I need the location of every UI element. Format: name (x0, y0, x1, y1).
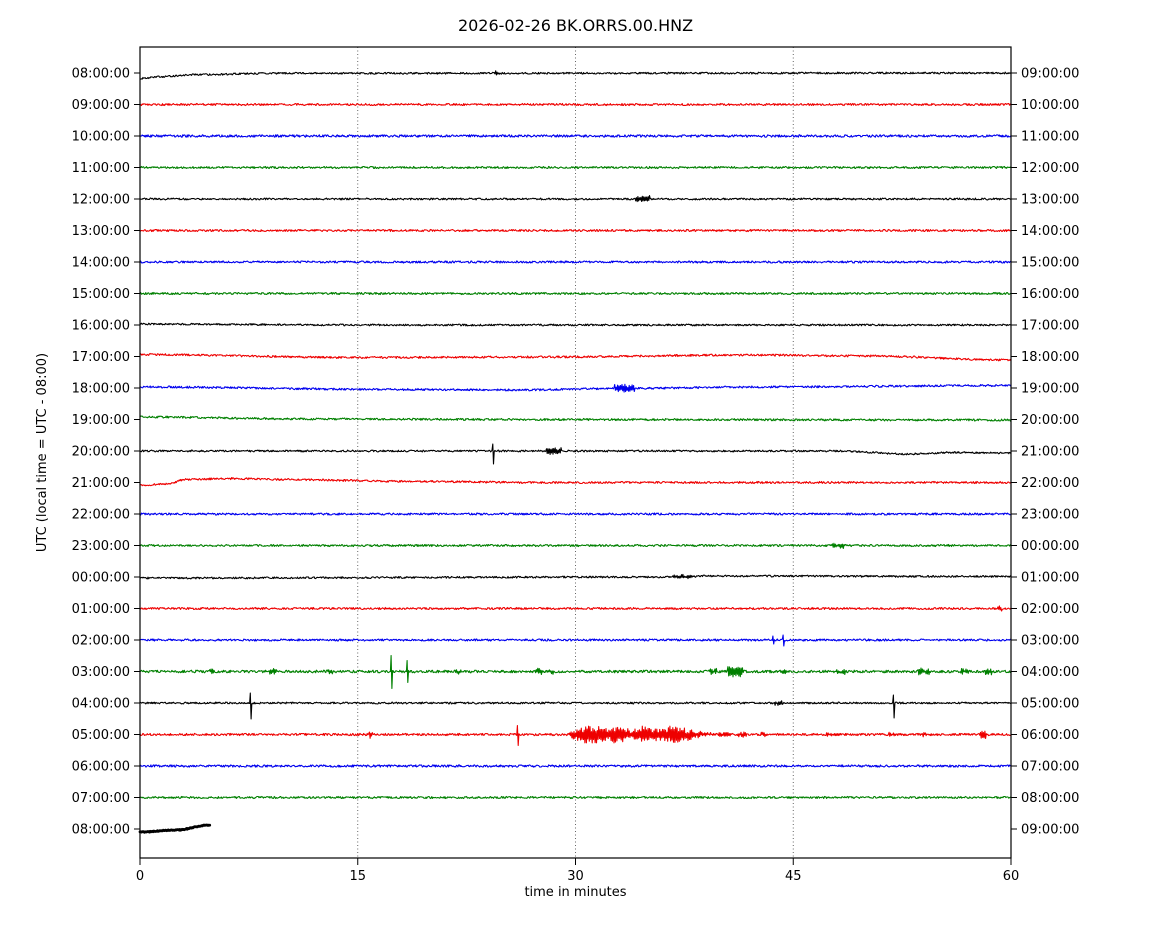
local-time-label: 04:00:00 (1021, 665, 1079, 680)
x-tick-label: 0 (136, 869, 144, 884)
trace-row-05:00:00 (139, 724, 1012, 747)
utc-time-label: 19:00:00 (72, 413, 130, 428)
local-time-label: 00:00:00 (1021, 539, 1079, 554)
utc-time-label: 22:00:00 (72, 508, 130, 523)
trace-row-14:00:00 (139, 260, 1012, 264)
gridlines (357, 47, 794, 858)
trace-row-10:00:00 (139, 134, 1012, 138)
local-time-label: 17:00:00 (1021, 319, 1079, 334)
local-time-label: 13:00:00 (1021, 193, 1079, 208)
local-time-label: 11:00:00 (1021, 130, 1079, 145)
trace-row-15:00:00 (139, 291, 1012, 296)
trace-row-17:00:00 (139, 352, 1012, 362)
chart-title: 2026-02-26 BK.ORRS.00.HNZ (458, 16, 693, 35)
utc-time-label: 03:00:00 (72, 665, 130, 680)
local-time-label: 19:00:00 (1021, 382, 1079, 397)
trace-row-04:00:00 (139, 692, 1012, 720)
traces (138, 70, 1012, 834)
x-axis: 0 15 30 45 60 (136, 858, 1019, 884)
x-tick-label: 45 (785, 869, 802, 884)
trace-row-18:00:00 (139, 383, 1012, 393)
utc-time-label: 06:00:00 (72, 760, 130, 775)
local-time-label: 21:00:00 (1021, 445, 1079, 460)
trace-row-08:00:00 (139, 70, 1012, 80)
utc-time-label: 15:00:00 (72, 287, 130, 302)
local-time-label: 12:00:00 (1021, 161, 1079, 176)
utc-time-label: 11:00:00 (72, 161, 130, 176)
trace-row-13:00:00 (139, 228, 1012, 233)
trace-row-03:00:00 (139, 654, 1012, 690)
utc-time-label: 14:00:00 (72, 256, 130, 271)
utc-time-label: 05:00:00 (72, 728, 130, 743)
local-time-label: 20:00:00 (1021, 413, 1079, 428)
utc-time-label: 00:00:00 (72, 571, 130, 586)
trace-row-08:00:00 (138, 823, 212, 834)
local-time-label: 05:00:00 (1021, 697, 1079, 712)
utc-time-label: 23:00:00 (72, 539, 130, 554)
y-axis-left: 08:00:00 09:00:00 10:00:00 11:00:00 12:00:00… (72, 67, 140, 838)
utc-time-label: 13:00:00 (72, 224, 130, 239)
local-time-label: 15:00:00 (1021, 256, 1079, 271)
x-tick-label: 15 (349, 869, 366, 884)
x-tick-label: 30 (567, 869, 584, 884)
local-time-label: 02:00:00 (1021, 602, 1079, 617)
local-time-label: 07:00:00 (1021, 760, 1079, 775)
local-time-label: 08:00:00 (1021, 791, 1079, 806)
local-time-label: 16:00:00 (1021, 287, 1079, 302)
y-axis-right: 09:00:00 10:00:00 11:00:00 12:00:00 13:00:00… (1011, 67, 1079, 838)
trace-row-09:00:00 (139, 102, 1012, 107)
utc-time-label: 10:00:00 (72, 130, 130, 145)
local-time-label: 22:00:00 (1021, 476, 1079, 491)
trace-row-16:00:00 (139, 322, 1012, 327)
local-time-label: 09:00:00 (1021, 67, 1079, 82)
utc-time-label: 08:00:00 (72, 823, 130, 838)
trace-row-06:00:00 (139, 764, 1012, 768)
utc-time-label: 17:00:00 (72, 350, 130, 365)
trace-row-02:00:00 (139, 634, 1012, 647)
local-time-label: 14:00:00 (1021, 224, 1079, 239)
local-time-label: 06:00:00 (1021, 728, 1079, 743)
trace-row-23:00:00 (139, 542, 1012, 550)
local-time-label: 18:00:00 (1021, 350, 1079, 365)
utc-time-label: 08:00:00 (72, 67, 130, 82)
trace-row-12:00:00 (139, 195, 1012, 203)
utc-time-label: 12:00:00 (72, 193, 130, 208)
x-tick-label: 60 (1003, 869, 1020, 884)
trace-row-00:00:00 (139, 573, 1012, 580)
utc-time-label: 02:00:00 (72, 634, 130, 649)
trace-row-07:00:00 (139, 795, 1012, 800)
local-time-label: 23:00:00 (1021, 508, 1079, 523)
local-time-label: 10:00:00 (1021, 98, 1079, 113)
utc-time-label: 01:00:00 (72, 602, 130, 617)
y-axis-label: UTC (local time = UTC - 08:00) (35, 353, 50, 552)
utc-time-label: 04:00:00 (72, 697, 130, 712)
utc-time-label: 09:00:00 (72, 98, 130, 113)
plot-border (139, 46, 1012, 859)
utc-time-label: 21:00:00 (72, 476, 130, 491)
utc-time-label: 20:00:00 (72, 445, 130, 460)
utc-time-label: 07:00:00 (72, 791, 130, 806)
local-time-label: 01:00:00 (1021, 571, 1079, 586)
trace-row-21:00:00 (139, 477, 1012, 487)
trace-row-19:00:00 (139, 415, 1012, 422)
trace-row-01:00:00 (139, 605, 1012, 612)
trace-row-20:00:00 (139, 443, 1012, 465)
local-time-label: 09:00:00 (1021, 823, 1079, 838)
utc-time-label: 18:00:00 (72, 382, 130, 397)
trace-row-11:00:00 (139, 165, 1012, 170)
utc-time-label: 16:00:00 (72, 319, 130, 334)
trace-row-22:00:00 (139, 512, 1012, 516)
local-time-label: 03:00:00 (1021, 634, 1079, 649)
x-axis-label: time in minutes (524, 885, 626, 900)
